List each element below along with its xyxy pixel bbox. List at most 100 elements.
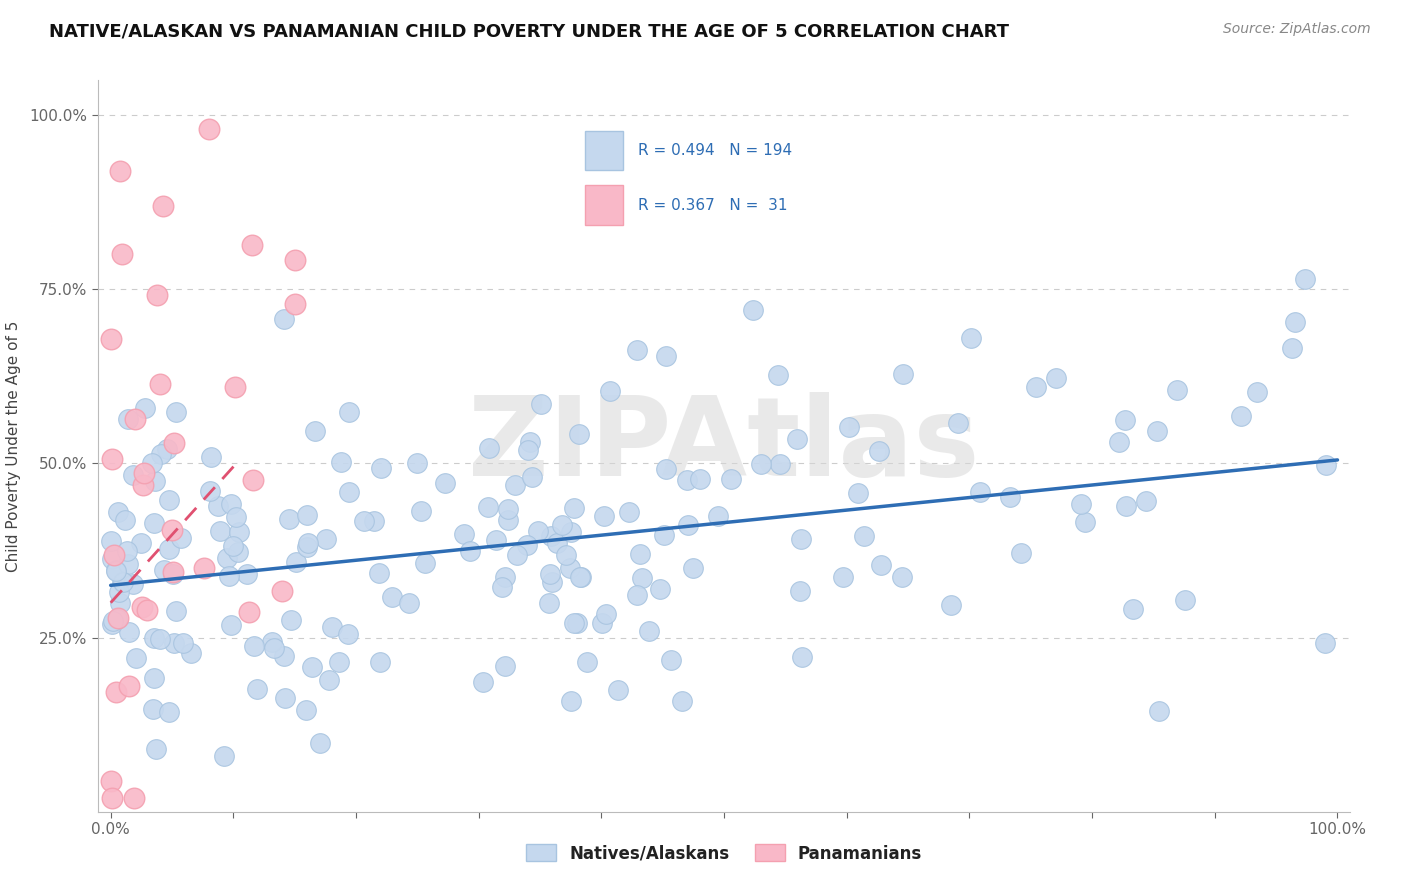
Point xyxy=(315,533,337,547)
Point xyxy=(129,536,152,550)
Point xyxy=(628,547,651,561)
Point xyxy=(142,702,165,716)
Point xyxy=(789,532,811,546)
Point xyxy=(562,501,585,516)
Point xyxy=(1147,704,1170,718)
Point xyxy=(477,500,499,515)
Point xyxy=(103,614,125,628)
Point xyxy=(215,551,238,566)
Point xyxy=(337,484,360,499)
Point xyxy=(870,558,893,573)
Y-axis label: Child Poverty Under the Age of 5: Child Poverty Under the Age of 5 xyxy=(6,320,21,572)
Point xyxy=(516,537,538,551)
Point xyxy=(157,705,180,719)
Point xyxy=(567,616,589,631)
Point xyxy=(520,470,543,484)
Text: NATIVE/ALASKAN VS PANAMANIAN CHILD POVERTY UNDER THE AGE OF 5 CORRELATION CHART: NATIVE/ALASKAN VS PANAMANIAN CHILD POVER… xyxy=(49,22,1010,40)
Point xyxy=(749,457,772,471)
Point xyxy=(458,544,481,558)
Point xyxy=(617,505,640,519)
Point xyxy=(295,541,318,555)
Point xyxy=(453,527,475,541)
Point xyxy=(789,583,811,598)
Point xyxy=(301,659,323,673)
Point xyxy=(143,631,166,645)
Point xyxy=(146,288,169,302)
Point xyxy=(110,596,132,610)
Point xyxy=(415,556,437,570)
Point xyxy=(496,501,519,516)
Point xyxy=(222,539,245,553)
Point xyxy=(114,513,136,527)
Point xyxy=(1010,546,1032,560)
Point xyxy=(118,625,141,640)
Point xyxy=(363,514,385,528)
Point xyxy=(592,509,614,524)
Point xyxy=(517,443,540,458)
Point xyxy=(998,490,1021,504)
Point xyxy=(969,484,991,499)
Point xyxy=(661,653,683,667)
Point xyxy=(381,591,404,605)
Point xyxy=(890,570,912,584)
Point xyxy=(1173,592,1195,607)
Point xyxy=(503,478,526,492)
Point xyxy=(284,297,307,311)
Point xyxy=(409,503,432,517)
Point xyxy=(568,426,591,441)
Point xyxy=(284,253,307,268)
Point xyxy=(277,512,299,526)
Point xyxy=(235,567,257,582)
Point xyxy=(960,331,983,345)
Point xyxy=(689,472,711,486)
Point xyxy=(108,164,131,178)
Point xyxy=(297,536,319,550)
Point xyxy=(242,473,264,487)
Point xyxy=(280,613,302,627)
Point xyxy=(149,447,172,461)
Point xyxy=(285,555,308,569)
Point xyxy=(218,569,240,583)
Point xyxy=(434,476,457,491)
Point xyxy=(506,548,529,562)
Point xyxy=(101,617,124,632)
Point xyxy=(769,457,792,471)
Point xyxy=(100,332,122,346)
Point xyxy=(321,620,343,634)
Point xyxy=(111,574,134,589)
Point xyxy=(606,682,628,697)
Point xyxy=(225,510,247,524)
Point xyxy=(527,524,550,538)
Point xyxy=(134,401,156,415)
Point xyxy=(108,584,131,599)
Point xyxy=(111,575,134,590)
Point xyxy=(105,685,128,699)
Point xyxy=(115,544,138,558)
Point xyxy=(1070,497,1092,511)
Point xyxy=(599,384,621,399)
Point xyxy=(562,616,585,631)
Point xyxy=(162,567,184,582)
Point xyxy=(948,417,970,431)
Point xyxy=(494,570,516,584)
Point xyxy=(491,580,513,594)
Point xyxy=(519,434,541,449)
Point xyxy=(1284,315,1306,329)
Point xyxy=(720,472,742,486)
Point xyxy=(560,694,582,708)
Point xyxy=(540,575,562,590)
Point xyxy=(160,523,183,537)
Point xyxy=(304,424,326,438)
Point xyxy=(105,612,128,626)
Point xyxy=(655,462,678,476)
Point xyxy=(852,529,875,543)
Point xyxy=(124,411,146,425)
Point xyxy=(273,649,295,664)
Point xyxy=(143,516,166,530)
Point xyxy=(274,690,297,705)
Point xyxy=(1025,380,1047,394)
Point xyxy=(157,492,180,507)
Point xyxy=(152,563,174,577)
Point xyxy=(405,456,427,470)
Point xyxy=(117,558,139,572)
